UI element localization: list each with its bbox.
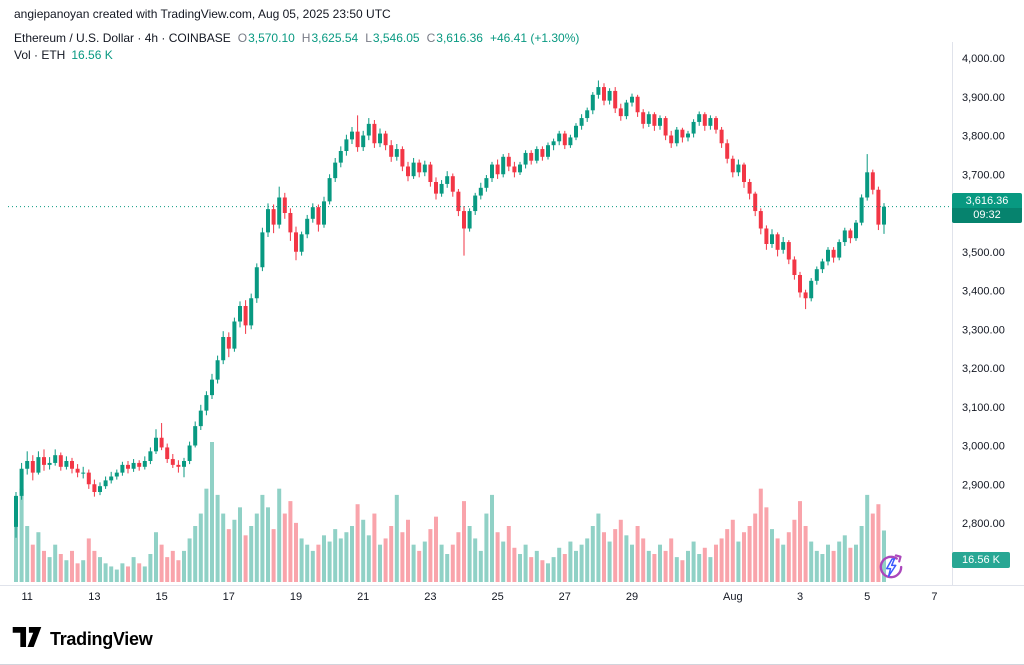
symbol-title[interactable]: Ethereum / U.S. Dollar · 4h · COINBASE <box>14 31 231 45</box>
high-value: 3,625.54 <box>311 31 359 45</box>
svg-text:29: 29 <box>626 591 638 603</box>
svg-text:4,000.00: 4,000.00 <box>962 53 1005 65</box>
low-value: 3,546.05 <box>372 31 420 45</box>
last-price-badge: 3,616.36 09:32 <box>952 193 1022 223</box>
high-key: H <box>301 31 311 45</box>
svg-text:3,300.00: 3,300.00 <box>962 324 1005 336</box>
svg-text:3,700.00: 3,700.00 <box>962 169 1005 181</box>
volume-legend: Vol · ETH 16.56 K <box>14 48 113 62</box>
tradingview-wordmark: TradingView <box>50 629 153 649</box>
tradingview-logo-icon <box>12 627 42 652</box>
svg-text:25: 25 <box>491 591 503 603</box>
volume-label[interactable]: Vol · ETH <box>14 48 66 62</box>
svg-text:19: 19 <box>290 591 302 603</box>
close-value: 3,616.36 <box>436 31 483 45</box>
svg-text:15: 15 <box>155 591 167 603</box>
bar-countdown: 09:32 <box>952 208 1022 223</box>
svg-text:27: 27 <box>559 591 571 603</box>
svg-text:21: 21 <box>357 591 369 603</box>
open-key: O <box>237 31 248 45</box>
svg-text:2,800.00: 2,800.00 <box>962 518 1005 530</box>
svg-text:17: 17 <box>223 591 235 603</box>
svg-text:7: 7 <box>931 591 937 603</box>
close-key: C <box>426 31 436 45</box>
svg-text:Aug: Aug <box>723 591 743 603</box>
low-key: L <box>365 31 372 45</box>
attribution-text: angiepanoyan created with TradingView.co… <box>14 7 391 21</box>
tradingview-footer[interactable]: TradingView <box>12 627 153 652</box>
volume-value: 16.56 K <box>71 48 113 62</box>
svg-text:3,800.00: 3,800.00 <box>962 131 1005 143</box>
svg-text:3: 3 <box>797 591 803 603</box>
open-value: 3,570.10 <box>248 31 295 45</box>
volume-axis-badge: 16.56 K <box>952 552 1010 568</box>
svg-text:3,500.00: 3,500.00 <box>962 247 1005 259</box>
flash-refresh-icon[interactable] <box>876 552 906 582</box>
svg-text:2,900.00: 2,900.00 <box>962 479 1005 491</box>
svg-text:3,200.00: 3,200.00 <box>962 363 1005 375</box>
last-price: 3,616.36 <box>965 195 1009 207</box>
symbol-legend: Ethereum / U.S. Dollar · 4h · COINBASE O3… <box>14 31 579 45</box>
svg-text:3,400.00: 3,400.00 <box>962 286 1005 298</box>
svg-text:3,900.00: 3,900.00 <box>962 92 1005 104</box>
svg-text:13: 13 <box>88 591 100 603</box>
change-value: +46.41 (+1.30%) <box>489 31 580 45</box>
svg-text:5: 5 <box>864 591 870 603</box>
svg-text:3,100.00: 3,100.00 <box>962 402 1005 414</box>
svg-text:23: 23 <box>424 591 436 603</box>
svg-text:3,000.00: 3,000.00 <box>962 441 1005 453</box>
svg-text:11: 11 <box>21 591 32 603</box>
